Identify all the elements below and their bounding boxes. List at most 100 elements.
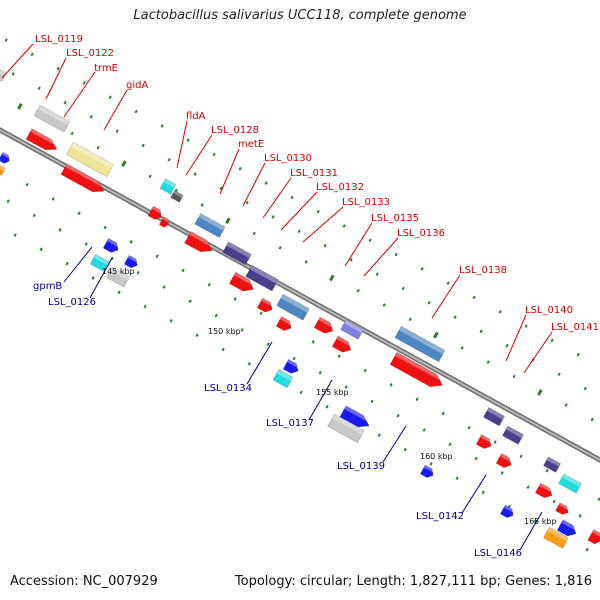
gene-box-highlight bbox=[505, 425, 524, 439]
tick-mark bbox=[266, 342, 270, 346]
genome-summary-text: Topology: circular; Length: 1,827,111 bp… bbox=[234, 574, 592, 589]
gene-box-highlight bbox=[546, 456, 561, 467]
map-title: Lactobacillus salivarius UCC118, complet… bbox=[133, 8, 467, 23]
gene-arrow-highlight bbox=[30, 128, 54, 145]
tick-mark bbox=[160, 124, 164, 128]
label-leader-lines bbox=[1, 43, 553, 551]
gene-label-lsl-0136[interactable]: LSL_0136 bbox=[397, 228, 445, 239]
gene-arrow-highlight bbox=[287, 359, 298, 368]
gene-feature-8 bbox=[158, 216, 169, 228]
gene-feature-12 bbox=[276, 293, 310, 321]
tick-mark bbox=[403, 447, 407, 452]
tick-mark bbox=[134, 109, 138, 114]
gene-feature-32 bbox=[0, 164, 6, 176]
gene-box bbox=[0, 164, 6, 176]
gene-label-lsl-0135[interactable]: LSL_0135 bbox=[371, 213, 419, 224]
leader-line-15 bbox=[523, 331, 553, 374]
gene-arrow bbox=[0, 151, 10, 164]
tick-mark bbox=[325, 404, 329, 409]
tick-mark bbox=[382, 303, 386, 307]
tick-mark bbox=[195, 333, 199, 337]
tick-mark bbox=[219, 186, 223, 191]
gene-label-lsl-0131[interactable]: LSL_0131 bbox=[290, 168, 338, 179]
gene-label-lsl-0138[interactable]: LSL_0138 bbox=[459, 265, 507, 276]
tick-mark bbox=[453, 315, 457, 319]
gene-arrow-highlight bbox=[280, 316, 291, 325]
gene-label-lsl-0128[interactable]: LSL_0128 bbox=[211, 125, 259, 136]
tick-mark bbox=[96, 145, 100, 150]
tick-mark bbox=[389, 383, 393, 387]
gene-box bbox=[558, 473, 582, 494]
gene-label-lsl-0142[interactable]: LSL_0142 bbox=[416, 511, 464, 522]
gene-box-highlight bbox=[562, 473, 582, 487]
leader-line-16 bbox=[63, 246, 93, 283]
scale-label-150: 150 kbp bbox=[208, 327, 241, 336]
gene-box-highlight bbox=[547, 527, 569, 542]
gene-box-highlight bbox=[486, 407, 505, 420]
gene-box-highlight bbox=[198, 213, 226, 231]
gene-label-mete[interactable]: metE bbox=[238, 139, 264, 150]
tick-mark bbox=[519, 454, 523, 459]
tick-mark bbox=[299, 390, 303, 395]
tick-mark bbox=[493, 440, 497, 444]
tick-mark bbox=[89, 115, 93, 119]
gene-label-lsl-0119[interactable]: LSL_0119 bbox=[35, 34, 83, 45]
tick-mark bbox=[121, 160, 127, 167]
gene-arrow-highlight bbox=[423, 465, 433, 473]
gene-label-lsl-0134[interactable]: LSL_0134 bbox=[204, 383, 252, 394]
gene-label-flda[interactable]: fldA bbox=[186, 111, 206, 122]
leader-line-10 bbox=[302, 206, 344, 243]
tick-mark bbox=[583, 386, 587, 391]
tick-mark bbox=[17, 102, 23, 110]
tick-mark bbox=[505, 343, 509, 348]
gene-label-lsl-0122[interactable]: LSL_0122 bbox=[66, 48, 114, 59]
tick-mark bbox=[467, 425, 471, 430]
tick-mark bbox=[590, 417, 594, 422]
gene-label-lsl-0139[interactable]: LSL_0139 bbox=[337, 461, 385, 472]
gene-box-highlight bbox=[249, 265, 279, 284]
tick-mark bbox=[167, 157, 171, 162]
gene-box bbox=[394, 325, 446, 363]
gene-label-gpmb[interactable]: gpmB bbox=[33, 281, 62, 292]
tick-mark bbox=[58, 228, 62, 232]
gene-label-lsl-0130[interactable]: LSL_0130 bbox=[264, 153, 312, 164]
gene-box bbox=[276, 293, 310, 321]
tick-mark bbox=[77, 211, 81, 216]
gene-box-highlight bbox=[93, 254, 110, 266]
gene-label-lsl-0133[interactable]: LSL_0133 bbox=[342, 197, 390, 208]
gene-feature-41 bbox=[419, 464, 434, 478]
gene-label-gida[interactable]: gidA bbox=[126, 80, 148, 91]
gene-label-lsl-0132[interactable]: LSL_0132 bbox=[316, 182, 364, 193]
gene-label-trme[interactable]: trmE bbox=[94, 63, 118, 74]
gene-box-highlight bbox=[70, 142, 114, 169]
gene-label-lsl-0141[interactable]: LSL_0141 bbox=[551, 322, 599, 333]
gene-label-lsl-0137[interactable]: LSL_0137 bbox=[266, 418, 314, 429]
tick-mark bbox=[375, 272, 379, 276]
tick-mark bbox=[247, 361, 251, 366]
tick-mark bbox=[214, 313, 218, 318]
tick-mark bbox=[56, 66, 60, 71]
gene-label-lsl-0126[interactable]: LSL_0126 bbox=[48, 297, 96, 308]
gene-feature-26 bbox=[543, 456, 561, 473]
tick-mark bbox=[39, 247, 43, 252]
gene-box-highlight bbox=[332, 413, 365, 435]
gene-arrow-highlight bbox=[189, 231, 210, 246]
gene-feature-23 bbox=[502, 425, 524, 445]
gene-label-lsl-0146[interactable]: LSL_0146 bbox=[474, 548, 522, 559]
gene-box bbox=[194, 213, 226, 238]
tick-mark bbox=[455, 476, 459, 480]
tick-mark bbox=[155, 254, 159, 258]
leader-line-3 bbox=[103, 89, 128, 131]
tick-mark bbox=[37, 86, 41, 91]
gene-feature-16 bbox=[275, 316, 292, 331]
gene-arrow bbox=[60, 163, 105, 193]
leader-line-8 bbox=[262, 177, 292, 219]
gene-arrow-highlight bbox=[162, 216, 169, 223]
gene-box bbox=[159, 178, 177, 195]
gene-feature-37 bbox=[282, 358, 299, 374]
gene-label-lsl-0140[interactable]: LSL_0140 bbox=[525, 305, 573, 316]
tick-mark bbox=[537, 389, 543, 396]
tick-mark bbox=[323, 243, 327, 248]
tick-mark bbox=[63, 100, 67, 105]
